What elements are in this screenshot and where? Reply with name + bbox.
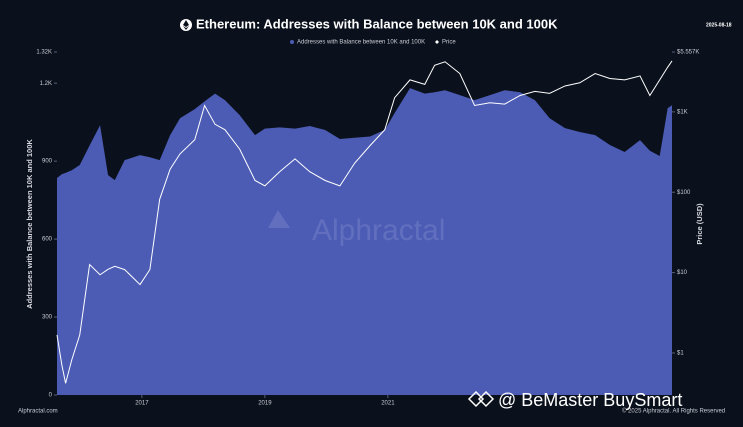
source: Alphractal.com	[18, 409, 58, 415]
overlay-text: @ BeMaster BuySmart	[498, 390, 682, 410]
eth-icon-glyph	[183, 20, 189, 30]
y-tick-label: 1.32K	[36, 50, 52, 56]
watermark-logo	[268, 210, 290, 228]
y-tick-label: 0	[49, 393, 53, 399]
y2-tick-label: $1	[677, 351, 684, 357]
y-tick-label: 300	[42, 315, 53, 321]
y2-tick-label: $5.557K	[677, 50, 699, 56]
y-tick-label: 1.2K	[40, 81, 52, 87]
chart-title: Ethereum: Addresses with Balance between…	[196, 16, 558, 31]
y2-axis-title: Price (USD)	[695, 203, 704, 245]
legend-swatch	[435, 40, 439, 44]
x-tick-label: 2017	[135, 401, 149, 407]
watermark: Alphractal	[312, 214, 445, 247]
legend-swatch	[290, 40, 294, 44]
legend-label: Addresses with Balance between 10K and 1…	[297, 40, 425, 46]
area	[57, 88, 672, 395]
overlay-logo	[467, 390, 495, 408]
y2-tick-label: $100	[677, 190, 691, 196]
price-line	[56, 60, 673, 384]
x-tick-label: 2019	[258, 401, 272, 407]
y-tick-label: 900	[42, 159, 53, 165]
y2-tick-label: $1K	[677, 109, 688, 115]
date: 2025-08-18	[706, 22, 732, 28]
legend-label: Price	[442, 40, 456, 46]
y-axis-title: Addresses with Balance between 10K and 1…	[25, 139, 34, 309]
x-tick-label: 2021	[381, 401, 395, 407]
y-tick-label: 600	[42, 237, 53, 243]
y2-tick-label: $10	[677, 270, 688, 276]
plot-area: 0 300 600 900 1.2K 1.32K $1 $10 $100 $1K $5.557K 20…	[36, 50, 699, 407]
copyright: © 2025 Alphractal. All Rights Reserved	[622, 408, 725, 415]
